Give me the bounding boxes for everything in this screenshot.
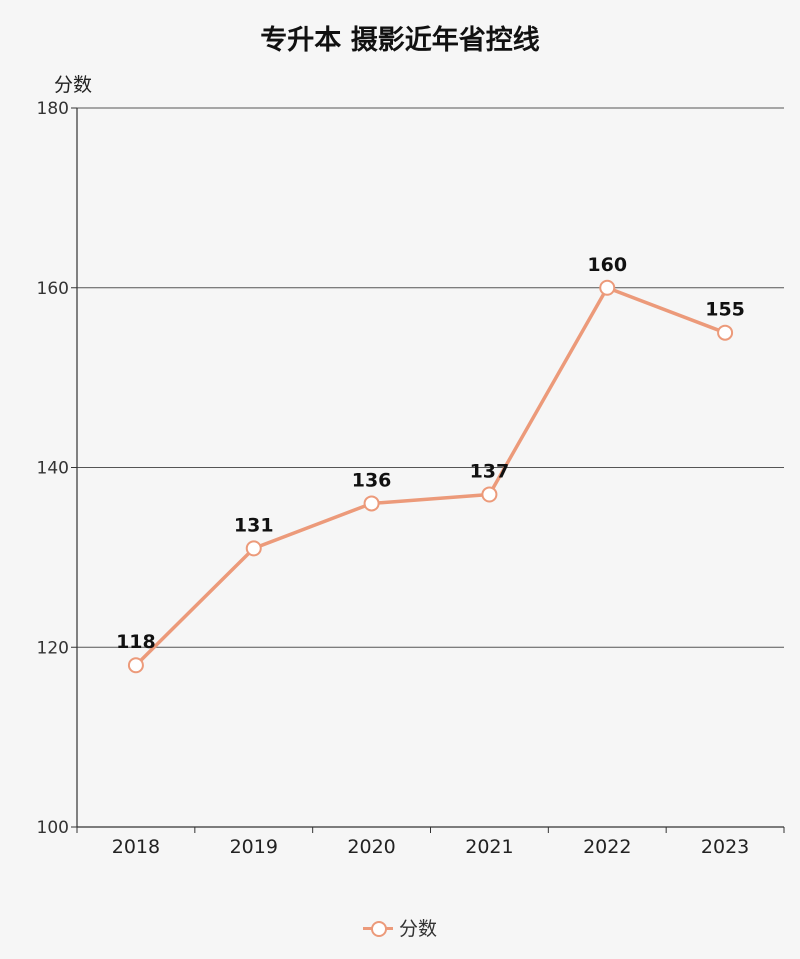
legend-dot [370,920,387,937]
data-label: 160 [587,254,627,276]
data-point [717,324,734,341]
axis-layer: 100 120 140 160 180 2018 2019 2020 2021 2022 2023 [37,99,785,858]
data-point [599,279,616,296]
data-label: 137 [470,460,510,482]
y-tick-label: 180 [37,99,69,119]
x-tick-label: 2022 [583,836,631,858]
x-tick-label: 2019 [230,836,278,858]
x-tick-label: 2020 [347,836,395,858]
data-label: 155 [705,299,745,321]
y-tick-label: 100 [37,818,69,838]
y-tick-label: 120 [37,638,69,658]
data-point [363,495,380,512]
grid-layer [77,107,784,648]
legend-marker [362,918,393,938]
y-tick-label: 160 [37,279,69,299]
data-point [245,540,262,557]
data-point [481,486,498,503]
data-label: 118 [116,631,156,653]
label-layer: 118 131 136 137 160 155 [116,254,745,653]
y-tick-label: 140 [37,459,69,479]
y-axis-title: 分数 [54,74,93,96]
data-label: 136 [352,469,392,491]
x-tick-label: 2023 [701,836,749,858]
data-label: 131 [234,514,274,536]
legend-label: 分数 [398,918,437,940]
series-line [134,286,727,667]
x-tick-label: 2018 [112,836,160,858]
chart-title: 专升本 摄影近年省控线 [260,25,540,56]
data-point [127,657,144,674]
x-tick-label: 2021 [465,836,513,858]
series-layer [127,279,734,674]
legend[interactable]: 分数 [0,914,800,941]
